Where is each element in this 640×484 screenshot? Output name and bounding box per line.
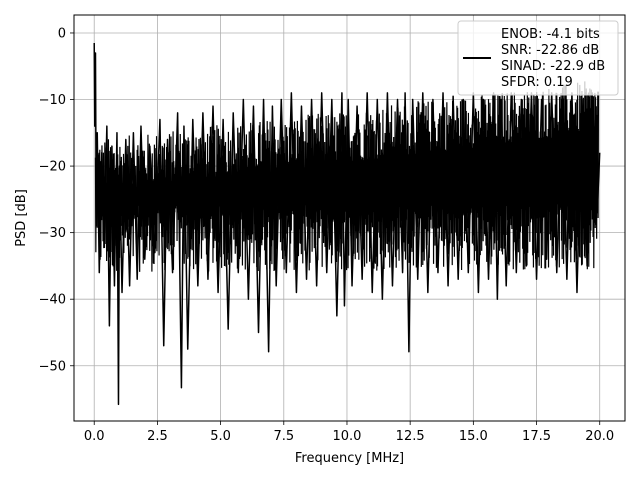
legend: ENOB: -4.1 bits SNR: -22.86 dB SINAD: -2…	[457, 20, 619, 96]
y-tick-label: −10	[39, 93, 66, 108]
x-tick-label: 7.5	[273, 429, 294, 444]
x-tick-label: 0.0	[84, 429, 105, 444]
y-axis-label: PSD [dB]	[14, 189, 29, 247]
y-tick-label: −30	[39, 226, 66, 241]
psd-noise-texture	[94, 81, 600, 273]
x-tick-label: 2.5	[147, 429, 168, 444]
x-tick-label: 15.0	[459, 429, 488, 444]
x-tick-label: 17.5	[522, 429, 551, 444]
x-tick-label: 12.5	[396, 429, 425, 444]
y-tick-label: −20	[39, 160, 66, 175]
legend-entry-snr: SNR: -22.86 dB	[501, 43, 599, 58]
plot-frame	[73, 14, 626, 422]
legend-entry-sinad: SINAD: -22.9 dB	[501, 59, 605, 74]
x-tick-label: 20.0	[585, 429, 614, 444]
y-tick-label: −50	[39, 359, 66, 374]
y-tick-label: 0	[58, 26, 66, 41]
x-tick-label: 10.0	[332, 429, 361, 444]
y-tick-label: −40	[39, 293, 66, 308]
x-axis-label: Frequency [MHz]	[295, 451, 404, 466]
legend-entry-enob: ENOB: -4.1 bits	[501, 27, 600, 42]
legend-entry-sfdr: SFDR: 0.19	[501, 75, 573, 90]
tick-layer: 0.0 2.5 5.0 7.5 10.0 12.5 15.0 17.5 20.0 0 −10 −20 −…	[39, 26, 615, 444]
data-layer	[93, 42, 601, 406]
legend-box	[457, 20, 619, 96]
x-tick-label: 5.0	[210, 429, 231, 444]
